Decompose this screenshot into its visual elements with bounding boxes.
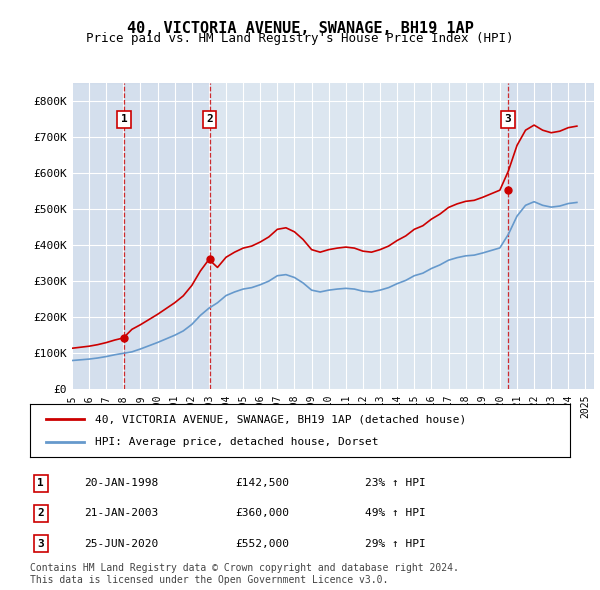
Text: 29% ↑ HPI: 29% ↑ HPI xyxy=(365,539,425,549)
Text: 40, VICTORIA AVENUE, SWANAGE, BH19 1AP: 40, VICTORIA AVENUE, SWANAGE, BH19 1AP xyxy=(127,21,473,35)
Text: 21-JAN-2003: 21-JAN-2003 xyxy=(84,509,158,519)
Text: 1: 1 xyxy=(37,478,44,489)
Text: 3: 3 xyxy=(505,114,511,124)
Bar xyxy=(72,83,124,389)
Text: 2: 2 xyxy=(37,509,44,519)
Text: Contains HM Land Registry data © Crown copyright and database right 2024.
This d: Contains HM Land Registry data © Crown c… xyxy=(30,563,459,585)
Text: £360,000: £360,000 xyxy=(235,509,289,519)
Text: 1: 1 xyxy=(121,114,128,124)
Text: 49% ↑ HPI: 49% ↑ HPI xyxy=(365,509,425,519)
Bar xyxy=(508,83,594,389)
Text: Price paid vs. HM Land Registry's House Price Index (HPI): Price paid vs. HM Land Registry's House … xyxy=(86,32,514,45)
Text: 2: 2 xyxy=(206,114,213,124)
Bar xyxy=(124,83,210,389)
Text: 40, VICTORIA AVENUE, SWANAGE, BH19 1AP (detached house): 40, VICTORIA AVENUE, SWANAGE, BH19 1AP (… xyxy=(95,414,466,424)
Text: £142,500: £142,500 xyxy=(235,478,289,489)
Text: 25-JUN-2020: 25-JUN-2020 xyxy=(84,539,158,549)
Text: 20-JAN-1998: 20-JAN-1998 xyxy=(84,478,158,489)
Text: 3: 3 xyxy=(37,539,44,549)
Text: HPI: Average price, detached house, Dorset: HPI: Average price, detached house, Dors… xyxy=(95,437,379,447)
Text: 23% ↑ HPI: 23% ↑ HPI xyxy=(365,478,425,489)
Text: £552,000: £552,000 xyxy=(235,539,289,549)
